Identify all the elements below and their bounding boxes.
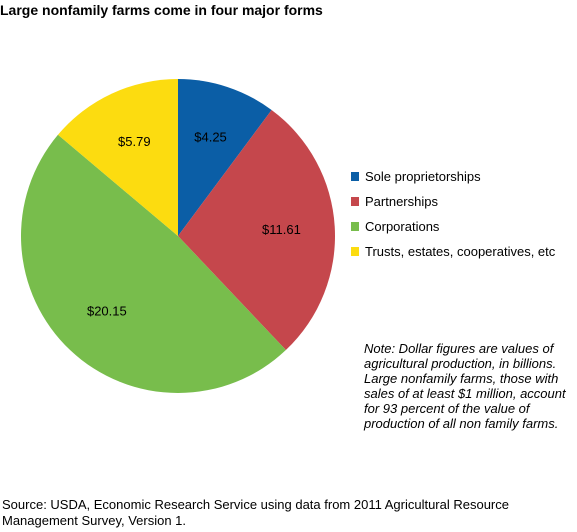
slice-value-label: $5.79 bbox=[118, 134, 151, 149]
legend-label: Partnerships bbox=[365, 194, 438, 209]
legend-item-partnerships: Partnerships bbox=[351, 189, 555, 214]
legend-label: Corporations bbox=[365, 219, 440, 234]
legend-swatch bbox=[351, 197, 359, 206]
slice-value-label: $20.15 bbox=[87, 303, 127, 318]
pie-slice-partnerships bbox=[178, 109, 335, 351]
chart-source: Source: USDA, Economic Research Service … bbox=[2, 497, 509, 528]
legend-item-trusts: Trusts, estates, cooperatives, etc bbox=[351, 239, 555, 264]
legend: Sole proprietorships Partnerships Corpor… bbox=[351, 164, 555, 264]
chart-note: Note: Dollar figures are values of agric… bbox=[364, 341, 566, 431]
pie-slice-sole-proprietorships bbox=[178, 79, 272, 236]
pie-slice-corporations bbox=[20, 134, 286, 394]
legend-item-corporations: Corporations bbox=[351, 214, 555, 239]
legend-item-sole-proprietorships: Sole proprietorships bbox=[351, 164, 555, 189]
legend-swatch bbox=[351, 222, 359, 231]
chart-title: Large nonfamily farms come in four major… bbox=[0, 2, 323, 18]
slice-value-label: $11.61 bbox=[262, 222, 301, 237]
slice-value-label: $4.25 bbox=[194, 130, 227, 145]
legend-label: Sole proprietorships bbox=[365, 169, 481, 184]
legend-swatch bbox=[351, 247, 359, 256]
legend-swatch bbox=[351, 172, 359, 181]
legend-label: Trusts, estates, cooperatives, etc bbox=[365, 244, 556, 259]
pie-slice-trusts-estates-cooperatives-etc bbox=[57, 79, 179, 236]
